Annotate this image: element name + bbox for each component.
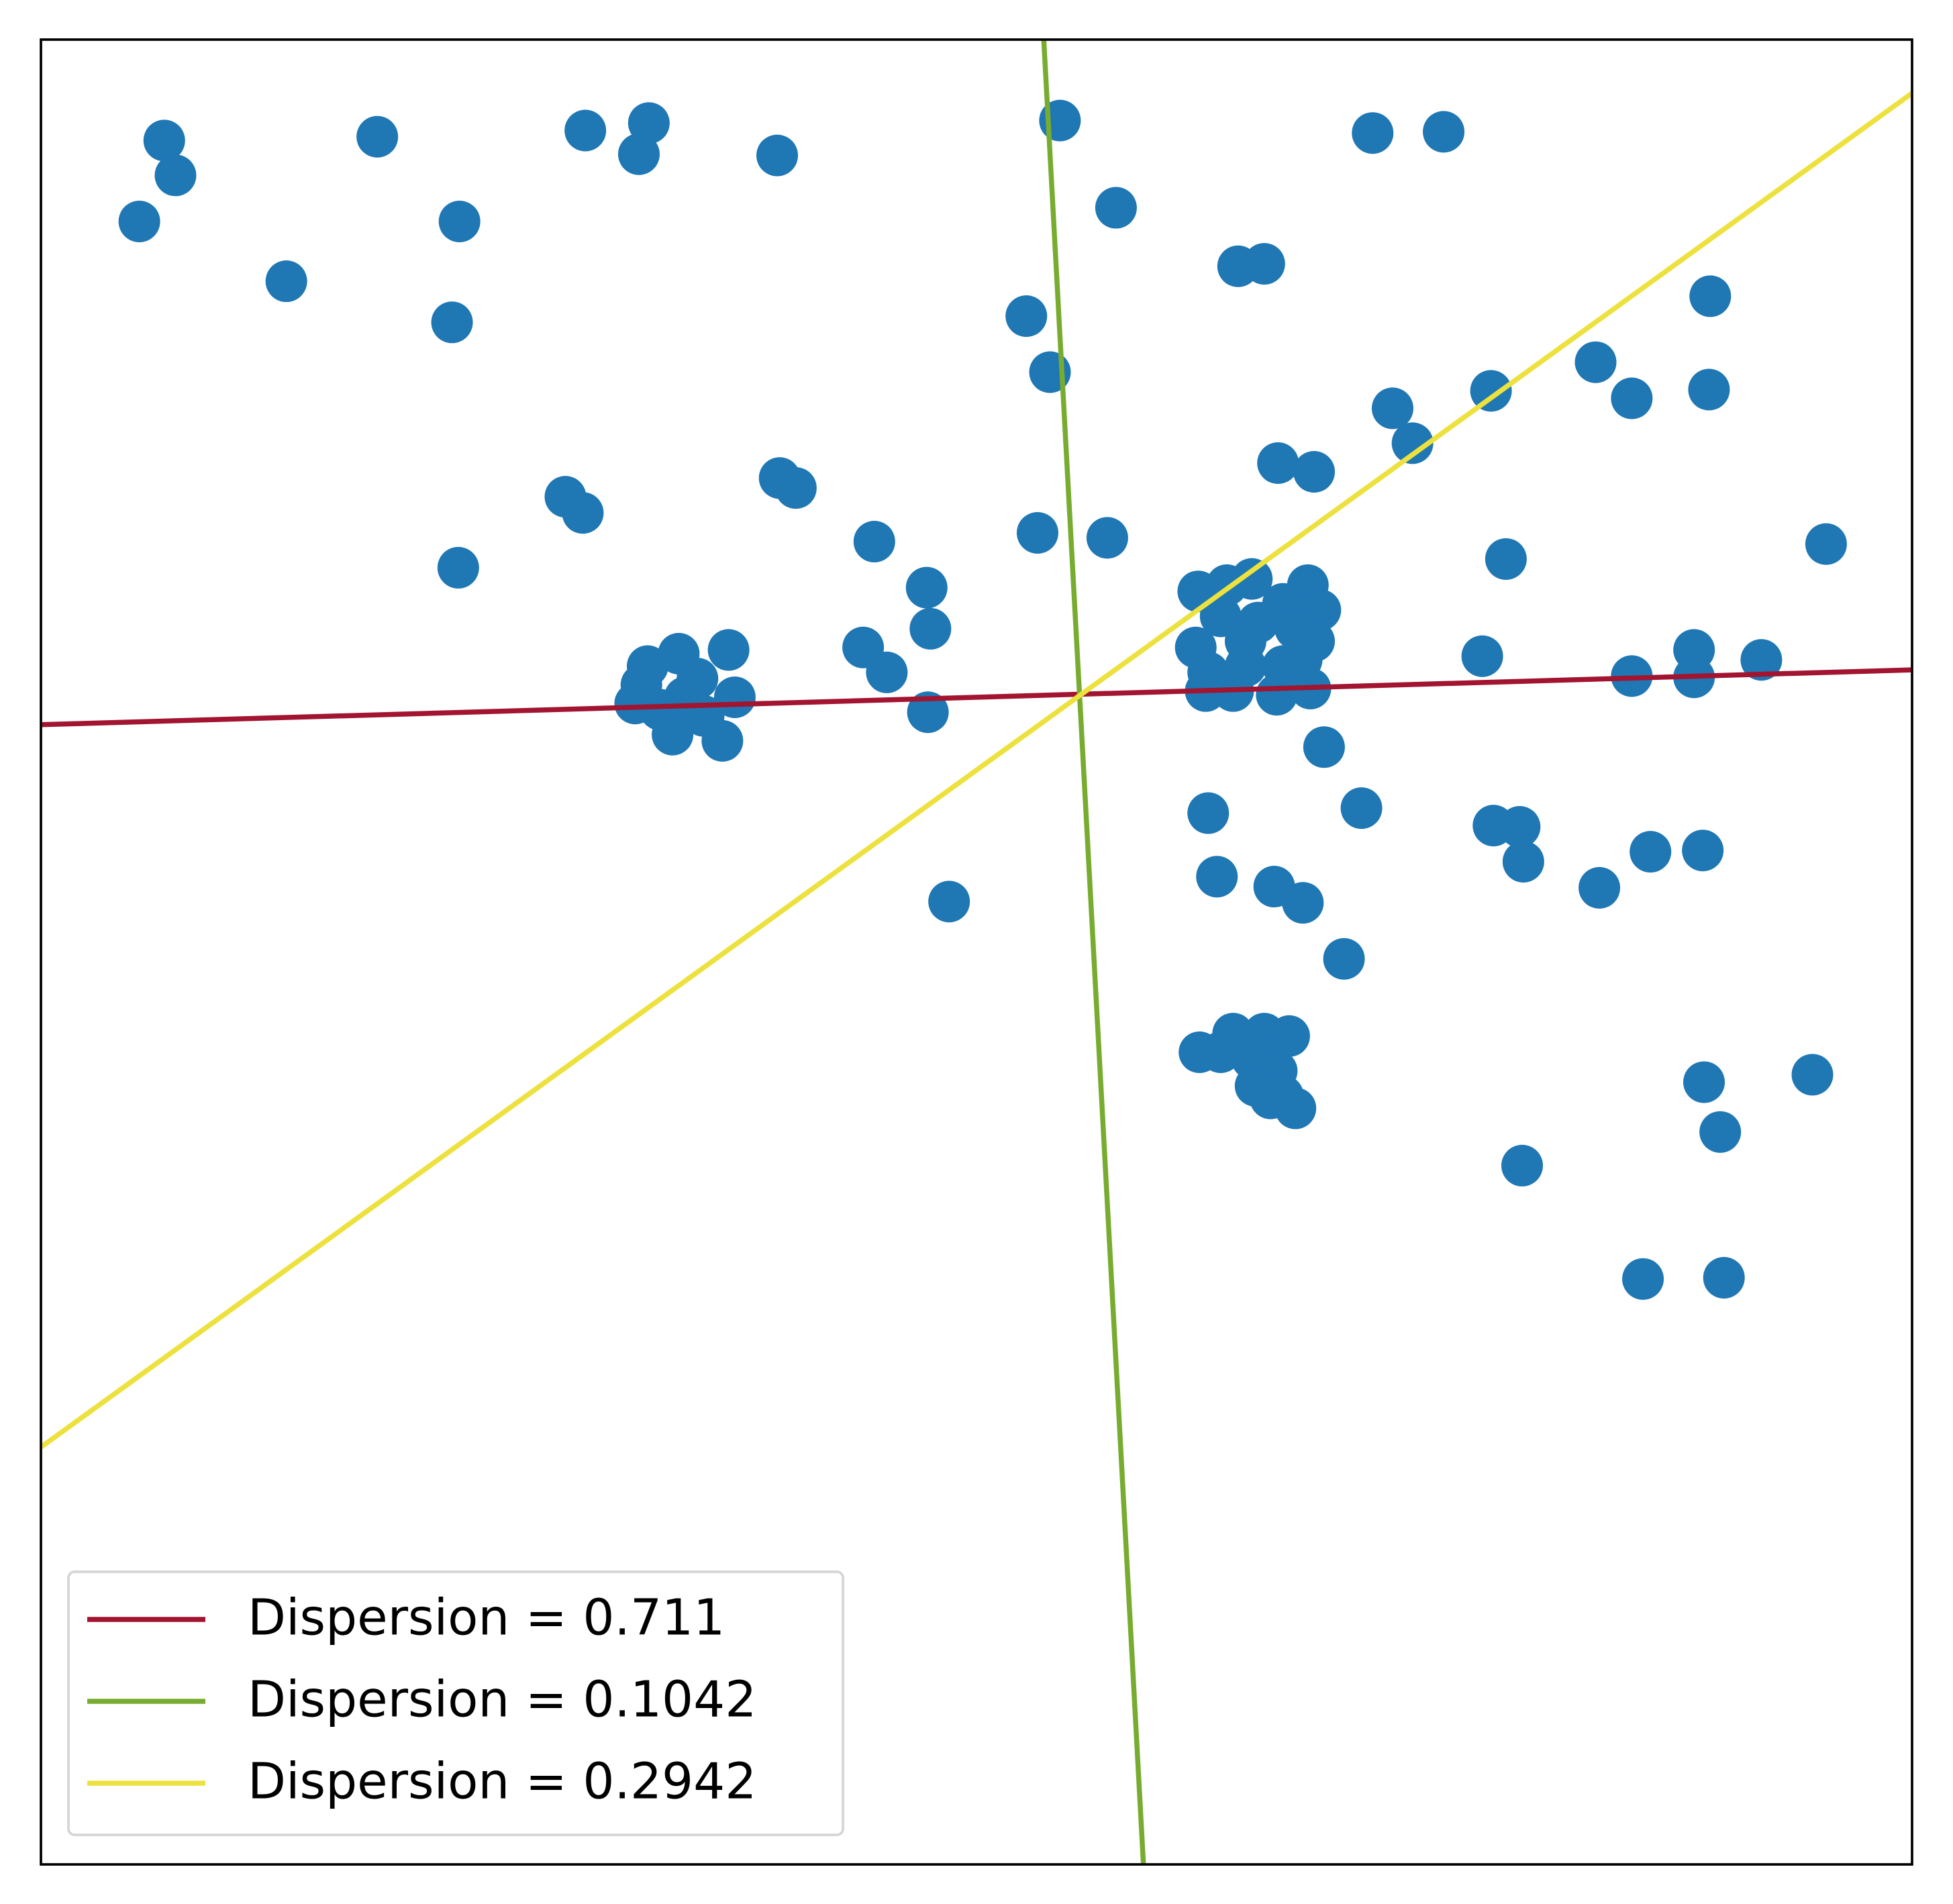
scatter-point (774, 467, 817, 509)
scatter-point (1699, 1111, 1742, 1153)
scatter-point (1340, 787, 1383, 830)
scatter-point (1371, 387, 1413, 430)
plot-area (41, 40, 1912, 1864)
legend-label: Dispersion = 0.2942 (248, 1753, 756, 1811)
scatter-point (1791, 1054, 1834, 1096)
scatter-point (1622, 1258, 1664, 1300)
dispersion-line (1041, 40, 1146, 1864)
scatter-point (1630, 831, 1672, 873)
scatter-point (1281, 639, 1323, 681)
legend-label: Dispersion = 0.711 (248, 1589, 725, 1647)
scatter-point (1703, 1256, 1745, 1299)
legend-label: Dispersion = 0.1042 (248, 1671, 756, 1729)
scatter-point (356, 115, 399, 158)
scatter-point (431, 301, 473, 344)
scatter-point (1187, 792, 1230, 834)
scatter-point (1574, 341, 1617, 383)
scatter-point (1461, 635, 1503, 677)
scatter-point (1501, 1144, 1544, 1187)
scatter-point (1740, 639, 1783, 681)
scatter-point (1682, 830, 1724, 872)
scatter-point (1268, 1015, 1310, 1057)
scatter-point (437, 546, 479, 589)
dispersion-line (41, 91, 1912, 1450)
scatter-point (1323, 938, 1365, 980)
scatter-point (652, 713, 694, 756)
scatter-point (907, 691, 949, 734)
scatter-point (1086, 517, 1128, 559)
scatter-point (1196, 856, 1238, 898)
scatter-point (928, 881, 970, 923)
scatter-point (1391, 422, 1434, 464)
scatter-point (664, 676, 706, 718)
legend: Dispersion = 0.711 Dispersion = 0.1042 Dis… (67, 1570, 844, 1836)
dispersion-line (41, 667, 1912, 728)
scatter-point (438, 200, 481, 242)
scatter-point (1683, 1061, 1725, 1103)
scatter-point (701, 719, 744, 762)
scatter-point (1611, 377, 1653, 419)
scatter-point (1502, 840, 1544, 883)
plot-frame (40, 38, 1913, 1866)
scatter-point (154, 154, 197, 197)
scatter-point (1688, 368, 1730, 411)
scatter-point (562, 492, 604, 534)
scatter-point (853, 520, 895, 562)
scatter-point (1282, 882, 1324, 924)
scatter-point (1256, 674, 1298, 716)
scatter-point (1579, 866, 1621, 909)
scatter-point (1423, 111, 1465, 153)
scatter-point (866, 651, 908, 693)
scatter-point (1199, 1031, 1242, 1073)
scatter-point (1805, 523, 1847, 565)
scatter-point (1095, 187, 1137, 229)
scatter-point (143, 119, 185, 162)
scatter-point (1005, 295, 1048, 338)
scatter-point (707, 629, 750, 671)
scatter-point (614, 683, 656, 725)
scatter-point (1257, 442, 1299, 485)
scatter-point (265, 260, 307, 303)
scatter-point (1303, 726, 1345, 768)
scatter-point (1499, 805, 1541, 848)
scatter-point (713, 676, 756, 718)
scatter-point (909, 607, 952, 650)
scatter-point (1352, 112, 1394, 154)
scatter-point (1231, 558, 1273, 600)
scatter-point (1689, 275, 1732, 317)
scatter-point (1485, 538, 1527, 580)
scatter-point (905, 566, 948, 609)
legend-box (67, 1570, 844, 1836)
scatter-point (1243, 243, 1285, 285)
scatter-point (1470, 370, 1512, 412)
scatter-point (1293, 451, 1336, 493)
scatter-point (564, 109, 607, 152)
scatter-point (1250, 1077, 1292, 1119)
scatter-point (756, 134, 799, 177)
scatter-point (1016, 511, 1058, 554)
scatter-point (617, 133, 660, 175)
scatter-point (118, 200, 160, 242)
